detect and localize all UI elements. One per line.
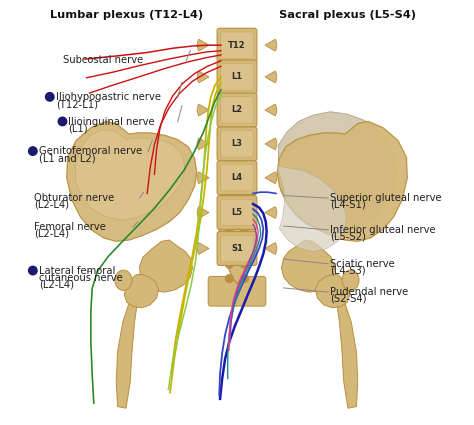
Polygon shape [116, 299, 137, 408]
Wedge shape [265, 104, 277, 116]
Text: (T12-L1): (T12-L1) [55, 99, 98, 109]
FancyBboxPatch shape [217, 28, 257, 62]
Circle shape [240, 275, 249, 283]
Wedge shape [265, 243, 277, 255]
Circle shape [58, 117, 67, 126]
Wedge shape [197, 172, 209, 184]
Text: (L4-S3): (L4-S3) [330, 266, 366, 275]
FancyBboxPatch shape [221, 32, 253, 58]
Text: Sacral plexus (L5-S4): Sacral plexus (L5-S4) [279, 10, 416, 20]
FancyBboxPatch shape [217, 60, 257, 94]
Wedge shape [265, 172, 277, 184]
Circle shape [240, 227, 249, 236]
Text: Femoral nerve: Femoral nerve [34, 222, 106, 232]
Circle shape [240, 260, 249, 269]
Circle shape [225, 260, 234, 269]
Text: Sciatic nerve: Sciatic nerve [330, 259, 395, 269]
Text: (L2-L4): (L2-L4) [34, 229, 69, 239]
Wedge shape [265, 138, 277, 150]
Ellipse shape [115, 270, 132, 290]
FancyBboxPatch shape [221, 235, 253, 262]
Wedge shape [197, 207, 209, 218]
Wedge shape [265, 71, 277, 83]
Polygon shape [75, 130, 185, 220]
Text: (S2-S4): (S2-S4) [330, 294, 367, 304]
Text: (L1 and L2): (L1 and L2) [39, 153, 95, 163]
Polygon shape [315, 275, 350, 308]
Polygon shape [124, 275, 159, 308]
Text: L3: L3 [231, 139, 243, 148]
FancyBboxPatch shape [217, 127, 257, 161]
Text: (L2-L4): (L2-L4) [34, 200, 69, 210]
FancyBboxPatch shape [221, 64, 253, 90]
Wedge shape [265, 207, 277, 218]
Text: Iliohypogastric nerve: Iliohypogastric nerve [55, 92, 161, 102]
Text: L4: L4 [231, 173, 243, 182]
FancyBboxPatch shape [221, 164, 253, 191]
Text: Lumbar plexus (T12-L4): Lumbar plexus (T12-L4) [50, 10, 203, 20]
Text: T12: T12 [228, 41, 246, 50]
Text: Ilioinguinal nerve: Ilioinguinal nerve [68, 117, 155, 127]
Text: Subcostal nerve: Subcostal nerve [64, 55, 144, 65]
Text: Obturator nerve: Obturator nerve [34, 193, 114, 203]
Circle shape [225, 227, 234, 236]
Circle shape [28, 266, 37, 275]
Wedge shape [197, 39, 209, 51]
Text: (L4-S1): (L4-S1) [330, 200, 366, 210]
Text: S1: S1 [231, 244, 243, 253]
Circle shape [28, 147, 37, 155]
Circle shape [46, 93, 54, 101]
Wedge shape [265, 39, 277, 51]
Polygon shape [337, 299, 358, 408]
Polygon shape [279, 112, 397, 232]
Polygon shape [277, 166, 346, 252]
Text: Inferior gluteal nerve: Inferior gluteal nerve [330, 225, 436, 235]
Text: L1: L1 [231, 72, 243, 82]
Text: Pudendal nerve: Pudendal nerve [330, 287, 409, 297]
Wedge shape [197, 104, 209, 116]
Polygon shape [139, 240, 192, 292]
FancyBboxPatch shape [208, 277, 266, 306]
FancyBboxPatch shape [217, 161, 257, 195]
Polygon shape [67, 122, 197, 241]
Circle shape [225, 244, 234, 253]
FancyBboxPatch shape [221, 199, 253, 226]
Wedge shape [197, 243, 209, 255]
Polygon shape [282, 240, 335, 292]
Text: L2: L2 [231, 105, 243, 114]
Circle shape [240, 244, 249, 253]
FancyBboxPatch shape [221, 131, 253, 157]
Text: cutaneous nerve: cutaneous nerve [39, 273, 122, 283]
Wedge shape [197, 138, 209, 150]
Text: Superior gluteal nerve: Superior gluteal nerve [330, 193, 442, 203]
Text: (L1): (L1) [68, 124, 88, 133]
Ellipse shape [342, 270, 359, 290]
Text: L5: L5 [231, 208, 243, 217]
FancyBboxPatch shape [217, 232, 257, 266]
Text: (L5-S2): (L5-S2) [330, 232, 366, 242]
Text: Genitofemoral nerve: Genitofemoral nerve [39, 147, 142, 156]
Circle shape [225, 275, 234, 283]
Wedge shape [197, 71, 209, 83]
FancyBboxPatch shape [217, 93, 257, 127]
FancyBboxPatch shape [221, 97, 253, 123]
FancyBboxPatch shape [217, 196, 257, 230]
Text: (L2-L4): (L2-L4) [39, 280, 74, 289]
Polygon shape [219, 154, 255, 283]
Polygon shape [277, 122, 407, 241]
Text: Lateral femoral: Lateral femoral [39, 266, 115, 276]
